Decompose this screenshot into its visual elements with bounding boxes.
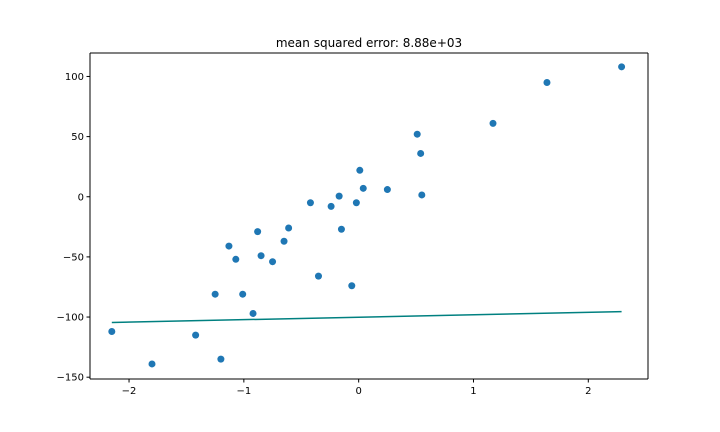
data-point-13: [285, 224, 293, 232]
data-point-19: [348, 282, 356, 290]
data-point-17: [335, 192, 343, 200]
data-point-7: [239, 290, 247, 298]
data-point-25: [417, 149, 425, 157]
data-point-21: [356, 166, 364, 174]
data-point-9: [254, 228, 262, 236]
plot-area: −2 −1 0 1 2 −150 −100 −50 0 50 100: [57, 52, 649, 397]
data-point-10: [257, 252, 265, 260]
data-point-20: [352, 199, 360, 207]
y-tick-label-5: 100: [65, 72, 84, 83]
data-point-18: [337, 225, 345, 233]
data-point-22: [359, 184, 367, 192]
data-point-8: [249, 309, 257, 317]
y-tick-label-2: −50: [63, 252, 84, 263]
x-tick-label-1: −1: [236, 386, 251, 397]
data-point-28: [543, 78, 551, 86]
data-point-3: [211, 290, 219, 298]
data-point-12: [280, 237, 288, 245]
regression-line: [111, 310, 622, 324]
x-tick-label-0: −2: [122, 386, 137, 397]
x-tick-label-3: 1: [470, 386, 476, 397]
x-tick-label-4: 2: [585, 386, 591, 397]
y-tick-label-1: −100: [57, 313, 84, 324]
y-tick-label-3: 0: [78, 192, 84, 203]
data-point-14: [306, 199, 314, 207]
x-tick-label-2: 0: [355, 386, 361, 397]
chart-title: mean squared error: 8.88e+03: [276, 36, 462, 50]
data-point-23: [383, 186, 391, 194]
data-point-27: [489, 119, 497, 127]
y-tick-label-4: 50: [71, 132, 84, 143]
data-point-4: [217, 355, 225, 363]
data-point-5: [225, 242, 233, 250]
data-point-2: [192, 331, 200, 339]
data-point-29: [618, 63, 626, 71]
y-tick-label-0: −150: [57, 373, 84, 384]
data-point-6: [232, 255, 240, 263]
data-point-1: [148, 360, 156, 368]
data-point-0: [108, 327, 116, 335]
data-point-26: [418, 191, 426, 199]
data-point-15: [314, 272, 322, 280]
data-point-11: [269, 258, 277, 266]
data-point-24: [413, 130, 421, 138]
data-point-16: [327, 202, 335, 210]
